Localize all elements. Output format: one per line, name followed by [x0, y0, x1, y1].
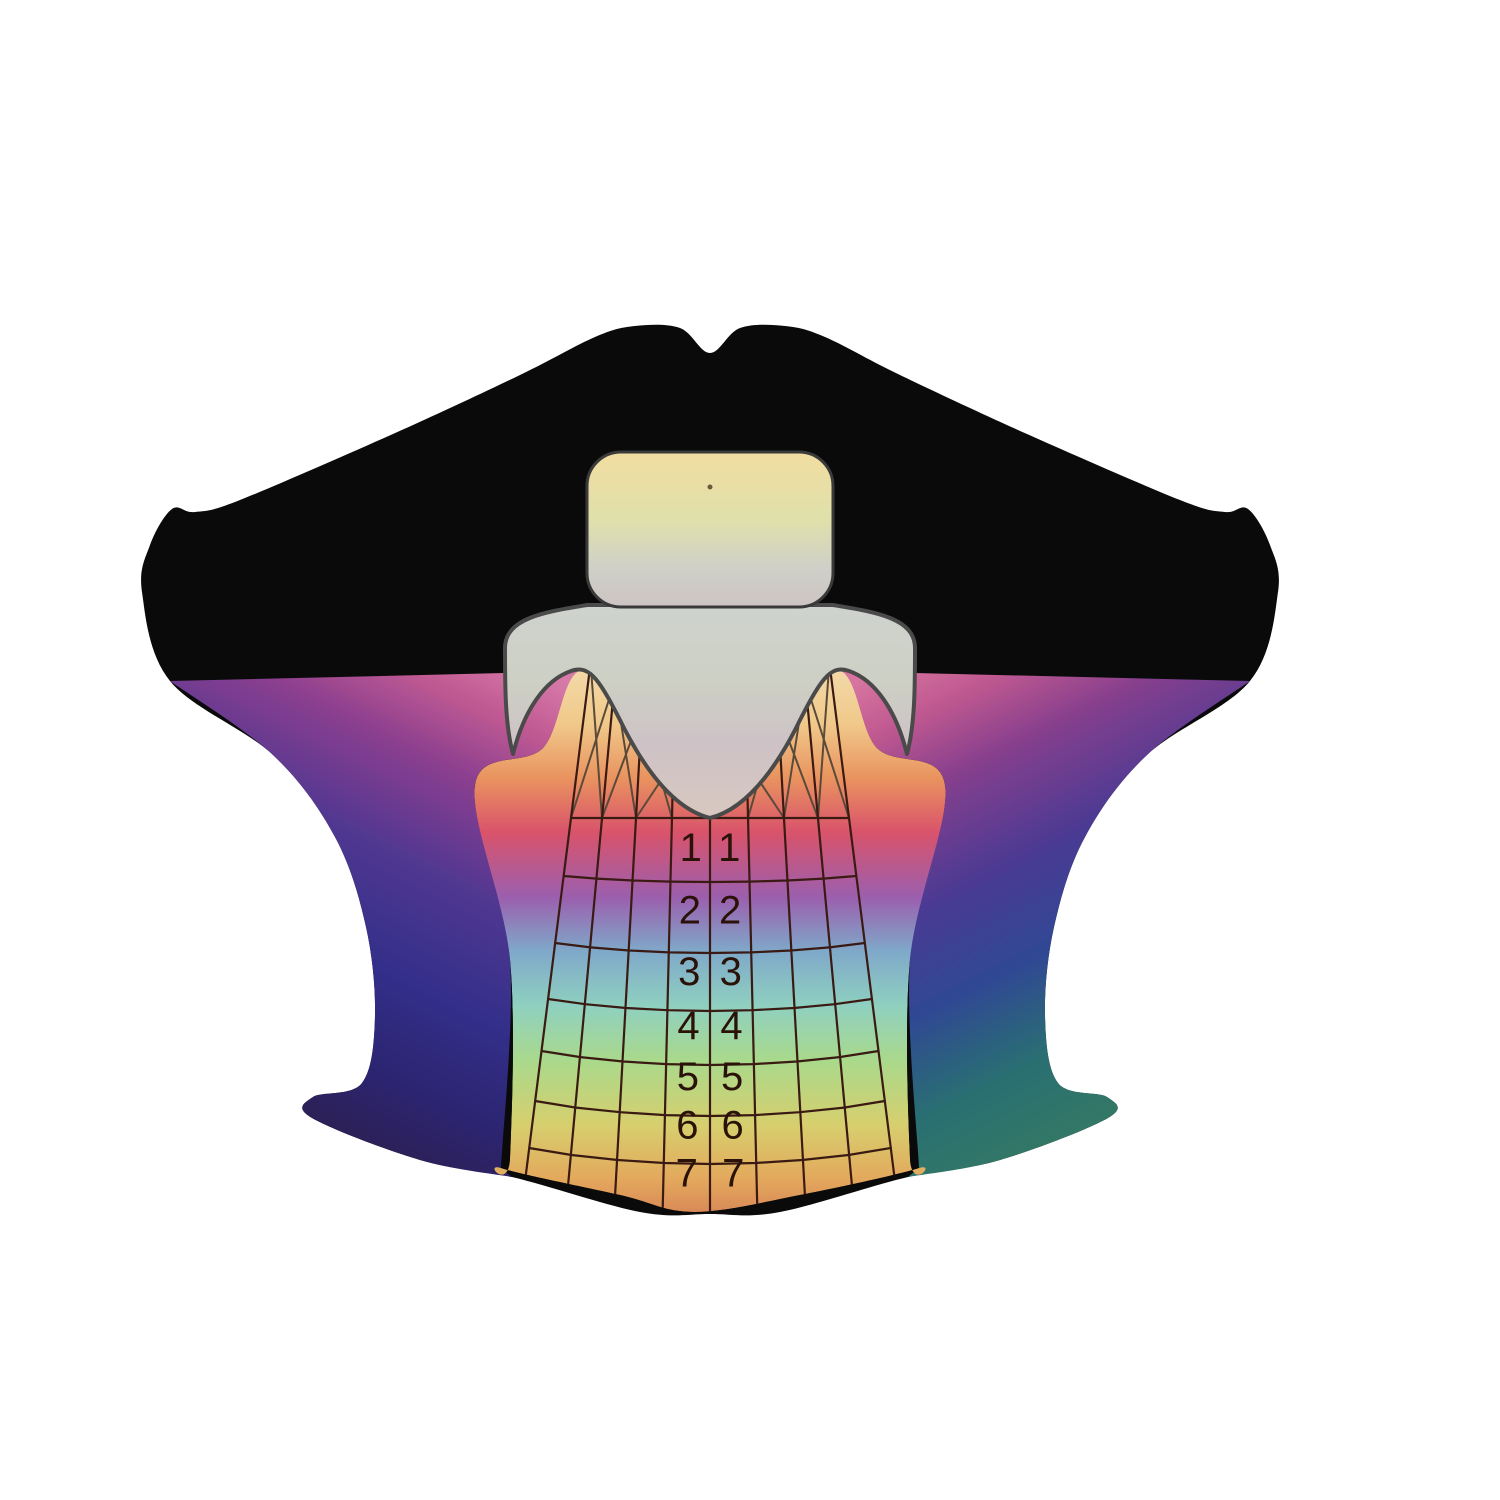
svg-text:4: 4: [720, 1004, 742, 1048]
svg-text:5: 5: [677, 1055, 699, 1099]
svg-text:3: 3: [678, 950, 700, 994]
svg-text:7: 7: [676, 1152, 698, 1196]
svg-text:2: 2: [679, 889, 701, 933]
svg-text:1: 1: [718, 826, 740, 870]
svg-text:6: 6: [721, 1104, 743, 1148]
svg-text:7: 7: [722, 1152, 744, 1196]
svg-text:4: 4: [677, 1004, 699, 1048]
svg-text:1: 1: [680, 826, 702, 870]
svg-text:5: 5: [721, 1055, 743, 1099]
svg-text:2: 2: [719, 889, 741, 933]
svg-text:3: 3: [720, 950, 742, 994]
svg-text:6: 6: [676, 1104, 698, 1148]
